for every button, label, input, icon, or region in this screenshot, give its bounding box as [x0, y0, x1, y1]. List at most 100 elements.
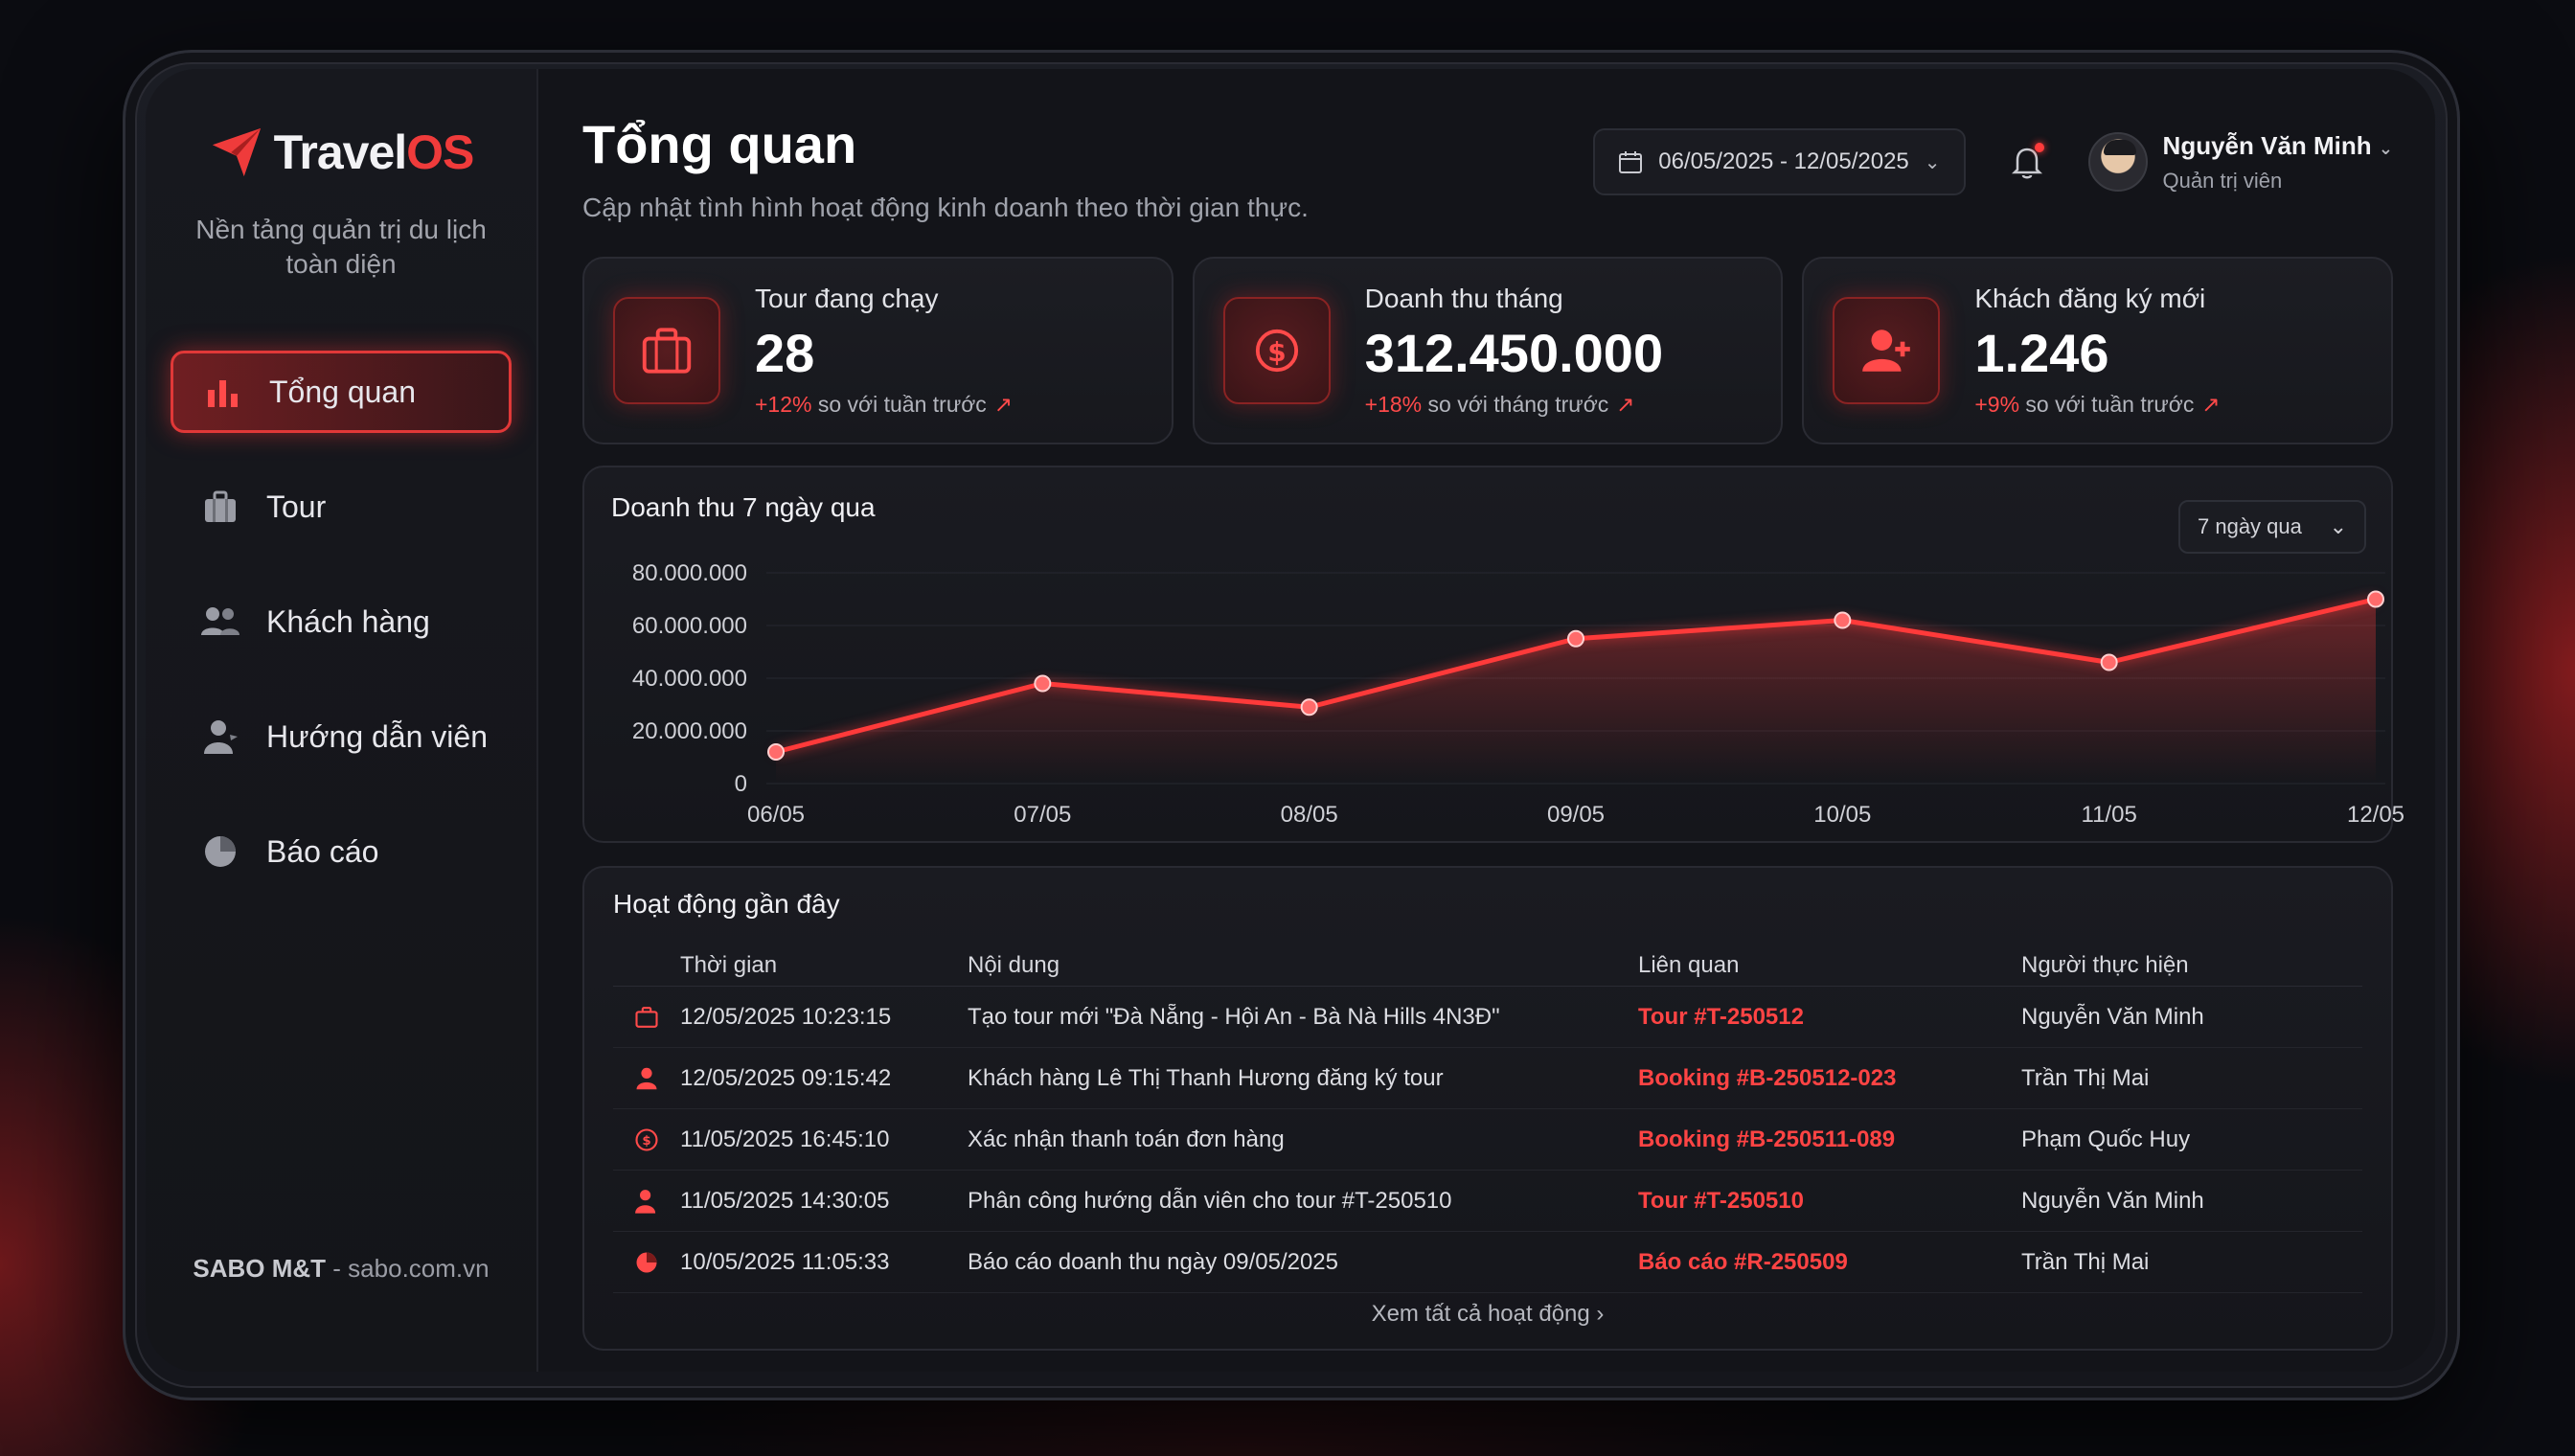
date-range-value: 06/05/2025 - 12/05/2025 — [1658, 148, 1909, 174]
sidebar-item-huong-dan-vien[interactable]: Hướng dẫn viên — [171, 695, 512, 778]
row-related-link[interactable]: Booking #B-250511-089 — [1638, 1126, 1896, 1152]
logo[interactable]: TravelOS — [146, 125, 536, 180]
column-header: Người thực hiện — [2021, 951, 2189, 978]
data-point — [2367, 590, 2384, 608]
chevron-right-icon: › — [1596, 1301, 1605, 1327]
page-title: Tổng quan — [582, 114, 857, 174]
column-header: Nội dung — [968, 951, 1060, 978]
revenue-area — [776, 599, 2376, 784]
table-row[interactable]: $ 11/05/2025 16:45:10 Xác nhận thanh toá… — [613, 1109, 2362, 1171]
range-select[interactable]: 7 ngày qua ⌄ — [2178, 500, 2366, 554]
row-time: 11/05/2025 16:45:10 — [680, 1126, 890, 1152]
data-point — [2100, 653, 2118, 671]
user-icon — [613, 1065, 680, 1092]
revenue-chart-card: Doanh thu 7 ngày qua 7 ngày qua ⌄ 0 20.00… — [582, 466, 2404, 843]
table-row[interactable]: 12/05/2025 09:15:42 Khách hàng Lê Thị Th… — [613, 1048, 2362, 1109]
kpi-label: Doanh thu tháng — [1364, 284, 1563, 313]
pie-chart-icon — [199, 830, 241, 873]
app-screen: TravelOS Nền tảng quản trị du lịch toàn … — [146, 69, 2435, 1372]
notification-button[interactable] — [2004, 139, 2050, 185]
sidebar-item-tong-quan[interactable]: Tổng quan — [171, 351, 512, 433]
table-row[interactable]: 12/05/2025 10:23:15 Tạo tour mới "Đà Nẵn… — [613, 987, 2362, 1048]
page-subtitle: Cập nhật tình hình hoạt động kinh doanh … — [582, 193, 1309, 222]
sidebar-item-label: Tour — [266, 489, 327, 524]
kpi-value: 1.246 — [1974, 323, 2109, 383]
sidebar-item-tour[interactable]: Tour — [171, 466, 512, 548]
x-tick-label: 11/05 — [2082, 802, 2137, 828]
sidebar-item-label: Tổng quan — [269, 374, 417, 409]
kpi-cards: Tour đang chạy 28 +12% so với tuần trước… — [582, 257, 2394, 444]
user-menu[interactable]: Nguyễn Văn Minh ⌄ Quản trị viên — [2087, 131, 2393, 193]
kpi-card-new-customers[interactable]: Khách đăng ký mới 1.246 +9% so với tuần … — [1802, 257, 2394, 444]
kpi-value: 312.450.000 — [1364, 323, 1664, 383]
chart-title: Doanh thu 7 ngày qua — [611, 492, 876, 522]
range-select-value: 7 ngày qua — [2198, 514, 2302, 538]
notification-badge — [2034, 143, 2044, 152]
sidebar-item-bao-cao[interactable]: Báo cáo — [171, 810, 512, 893]
revenue-line-chart: 0 20.000.000 40.000.000 60.000.000 80.000.00… — [632, 560, 2404, 828]
kpi-label: Khách đăng ký mới — [1974, 284, 2206, 313]
footer-brand: SABO M&T - sabo.com.vn — [193, 1254, 490, 1283]
data-point — [1034, 674, 1052, 693]
kpi-delta: +9% so với tuần trước ↗ — [1974, 392, 2221, 417]
chevron-down-icon: ⌄ — [2329, 514, 2347, 538]
bar-chart-icon — [202, 371, 244, 413]
y-tick-label: 60.000.000 — [632, 613, 747, 639]
column-header: Thời gian — [680, 951, 778, 978]
x-tick-label: 07/05 — [1014, 802, 1071, 828]
user-role: Quản trị viên — [2162, 168, 2283, 193]
kpi-card-revenue[interactable]: $ Doanh thu tháng 312.450.000 +18% so vớ… — [1192, 257, 1784, 444]
x-tick-label: 09/05 — [1547, 802, 1605, 828]
row-actor: Phạm Quốc Huy — [2021, 1126, 2191, 1152]
x-tick-label: 08/05 — [1281, 802, 1338, 828]
see-all-activity-link[interactable]: Xem tất cả hoạt động › — [1371, 1301, 1605, 1327]
kpi-delta: +12% so với tuần trước ↗ — [755, 392, 1014, 417]
row-related-link[interactable]: Booking #B-250512-023 — [1638, 1064, 1897, 1091]
header: Tổng quan Cập nhật tình hình hoạt động k… — [582, 113, 2393, 247]
column-header: Liên quan — [1638, 951, 1740, 978]
row-time: 10/05/2025 11:05:33 — [680, 1248, 890, 1275]
logo-text: TravelOS — [273, 125, 475, 179]
svg-text:$: $ — [1267, 336, 1286, 368]
data-point — [1300, 698, 1318, 717]
chevron-down-icon: ⌄ — [2378, 138, 2393, 158]
arrow-up-right-icon: ↗ — [1616, 392, 1635, 417]
paper-plane-icon — [212, 127, 261, 177]
add-user-icon — [1833, 297, 1941, 404]
row-time: 12/05/2025 10:23:15 — [680, 1003, 892, 1030]
main-content: Tổng quan Cập nhật tình hình hoạt động k… — [538, 69, 2435, 1372]
activity-table: Thời gian Nội dung Liên quan Người thực … — [613, 944, 2362, 1293]
row-time: 12/05/2025 09:15:42 — [680, 1064, 892, 1091]
row-related-link[interactable]: Báo cáo #R-250509 — [1638, 1248, 1848, 1275]
avatar — [2087, 132, 2148, 192]
data-point — [767, 743, 785, 761]
kpi-card-tour[interactable]: Tour đang chạy 28 +12% so với tuần trước… — [582, 257, 1174, 444]
users-icon — [199, 601, 241, 643]
row-actor: Trần Thị Mai — [2021, 1064, 2150, 1091]
y-tick-label: 80.000.000 — [632, 560, 747, 586]
guide-icon — [613, 1188, 680, 1215]
activity-title: Hoạt động gần đây — [613, 889, 840, 919]
x-tick-label: 12/05 — [2347, 802, 2404, 828]
date-range-picker[interactable]: 06/05/2025 - 12/05/2025 ⌄ — [1593, 128, 1966, 195]
arrow-up-right-icon: ↗ — [993, 392, 1014, 417]
kpi-value: 28 — [755, 323, 815, 383]
row-related-link[interactable]: Tour #T-250512 — [1638, 1003, 1804, 1030]
sidebar-item-khach-hang[interactable]: Khách hàng — [171, 580, 512, 663]
y-tick-label: 20.000.000 — [632, 718, 747, 744]
row-content: Phân công hướng dẫn viên cho tour #T-250… — [968, 1187, 1452, 1214]
data-point — [1834, 611, 1852, 629]
kpi-label: Tour đang chạy — [755, 284, 939, 313]
table-row[interactable]: 10/05/2025 11:05:33 Báo cáo doanh thu ng… — [613, 1232, 2362, 1293]
row-time: 11/05/2025 14:30:05 — [680, 1187, 890, 1214]
row-related-link[interactable]: Tour #T-250510 — [1638, 1187, 1804, 1214]
tagline: Nền tảng quản trị du lịch toàn diện — [195, 215, 487, 279]
bell-icon — [2011, 148, 2042, 179]
table-row[interactable]: 11/05/2025 14:30:05 Phân công hướng dẫn … — [613, 1171, 2362, 1232]
y-tick-label: 0 — [735, 771, 747, 797]
sidebar-nav: Tổng quan Tour Khách hàng Hướng dẫn viên — [146, 351, 536, 893]
dollar-icon: $ — [613, 1126, 680, 1153]
recent-activity-card: Hoạt động gần đây Thời gian Nội dung Liê… — [582, 866, 2393, 1351]
svg-text:$: $ — [642, 1133, 650, 1148]
chevron-down-icon: ⌄ — [1924, 151, 1941, 173]
